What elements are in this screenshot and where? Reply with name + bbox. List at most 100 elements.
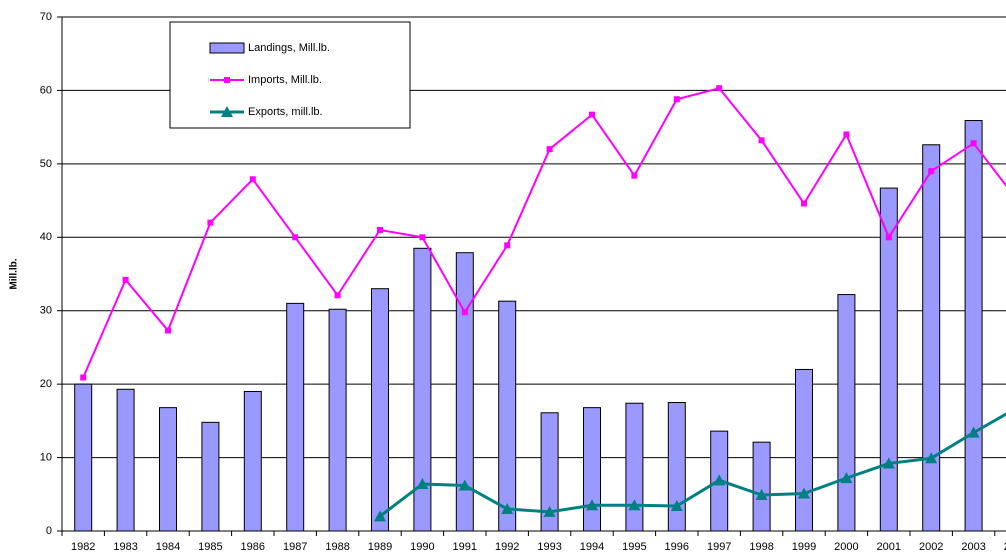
bar — [667, 402, 686, 532]
y-tick-label: 10 — [40, 451, 52, 463]
marker — [928, 168, 935, 175]
bar — [837, 294, 856, 532]
x-tick-label: 1987 — [283, 541, 307, 553]
x-tick-label: 1997 — [707, 541, 731, 553]
marker — [165, 327, 171, 334]
marker — [840, 472, 853, 484]
bar — [74, 383, 93, 532]
x-tick-label: 1982 — [71, 541, 95, 553]
marker — [586, 499, 598, 511]
marker — [670, 500, 683, 512]
bar — [201, 421, 220, 532]
y-tick-label: 70 — [40, 11, 52, 23]
legend-marker — [224, 77, 230, 83]
bar — [243, 390, 262, 532]
marker — [716, 85, 723, 92]
x-tick-label: 2004 — [1004, 541, 1006, 553]
marker — [755, 489, 768, 501]
bar — [159, 407, 177, 532]
y-tick-label: 60 — [40, 84, 52, 96]
x-tick-label: 1990 — [410, 541, 434, 553]
marker — [885, 234, 892, 241]
y-tick-label: 0 — [46, 525, 52, 537]
marker — [882, 457, 895, 469]
x-tick-label: 1984 — [156, 541, 180, 553]
legend-marker — [221, 106, 233, 117]
marker — [628, 499, 641, 511]
x-tick-label: 1998 — [749, 541, 773, 553]
marker — [461, 309, 468, 316]
x-tick-label: 1986 — [241, 541, 265, 553]
x-tick-label: 1985 — [198, 541, 222, 553]
x-tick-label: 1995 — [622, 541, 646, 553]
x-tick-label: 1991 — [453, 541, 477, 553]
legend-label: Landings, Mill.lb. — [248, 42, 330, 54]
bar — [286, 302, 305, 532]
bar — [455, 252, 474, 532]
marker — [292, 234, 299, 241]
marker — [419, 234, 426, 241]
x-tick-label: 1983 — [113, 541, 137, 553]
marker — [970, 140, 977, 147]
marker — [801, 200, 807, 207]
bar — [879, 187, 898, 532]
marker — [589, 111, 595, 118]
x-tick-label: 1994 — [580, 541, 604, 553]
legend-label: Imports, Mill.lb. — [248, 74, 322, 86]
marker — [122, 276, 129, 283]
x-tick-label: 2001 — [877, 541, 901, 553]
marker — [673, 96, 680, 103]
marker — [713, 474, 726, 486]
bar — [413, 247, 432, 532]
marker — [334, 292, 341, 299]
marker — [798, 487, 810, 499]
marker — [207, 219, 214, 226]
bar — [625, 402, 644, 532]
marker — [967, 426, 980, 438]
bar — [328, 308, 347, 532]
marker — [80, 374, 87, 381]
bar — [752, 441, 771, 532]
bar — [116, 388, 135, 532]
x-tick-label: 1988 — [325, 541, 349, 553]
x-tick-label: 1999 — [792, 541, 816, 553]
y-tick-label: 40 — [40, 231, 52, 243]
marker — [458, 479, 471, 491]
marker — [543, 505, 556, 517]
bar — [795, 368, 813, 532]
marker — [546, 146, 553, 153]
x-tick-label: 2003 — [961, 541, 985, 553]
y-tick-label: 20 — [40, 378, 52, 390]
y-tick-label: 50 — [40, 158, 52, 170]
bar — [540, 412, 559, 532]
x-tick-label: 1989 — [368, 541, 392, 553]
x-tick-label: 1993 — [537, 541, 561, 553]
bar — [922, 144, 941, 532]
marker — [925, 452, 938, 464]
marker — [249, 176, 256, 183]
y-axis-label: Mill.lb. — [9, 258, 20, 289]
marker — [843, 131, 850, 138]
marker — [416, 478, 429, 490]
marker — [377, 226, 383, 233]
x-tick-label: 2000 — [834, 541, 858, 553]
marker — [758, 137, 765, 144]
line — [379, 412, 1006, 518]
marker — [631, 172, 638, 179]
x-tick-label: 1992 — [495, 541, 519, 553]
bar — [583, 407, 601, 532]
line — [82, 87, 1006, 378]
marker — [504, 242, 511, 249]
x-tick-label: 2002 — [919, 541, 943, 553]
bar — [498, 300, 517, 532]
y-tick-label: 30 — [40, 305, 52, 317]
bar — [964, 120, 983, 532]
legend-swatch — [209, 42, 245, 54]
marker — [374, 510, 386, 522]
legend-label: Exports, mill.lb. — [248, 106, 323, 118]
x-tick-label: 1996 — [665, 541, 689, 553]
bar — [371, 288, 389, 532]
legend-box — [169, 21, 411, 129]
marker — [501, 502, 514, 514]
